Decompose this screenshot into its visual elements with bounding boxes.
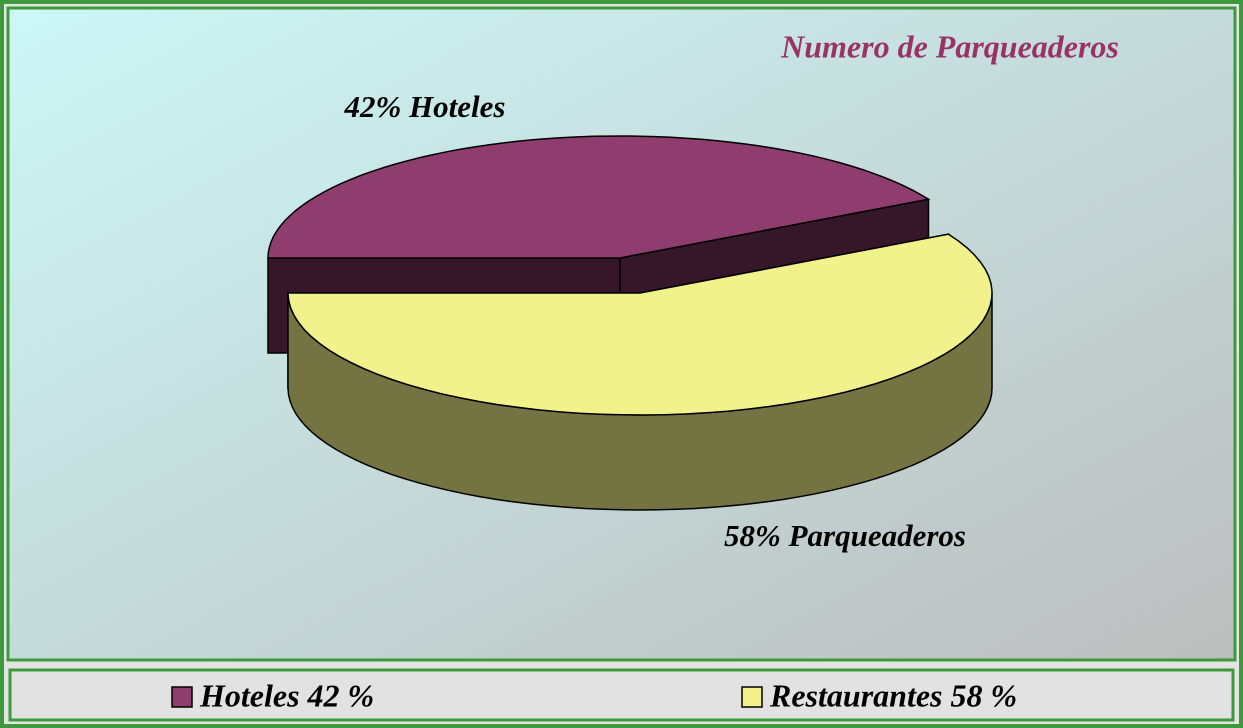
legend-swatch bbox=[741, 686, 763, 708]
pie bbox=[267, 135, 993, 511]
slice bbox=[287, 233, 993, 416]
data-label: 58% Parqueaderos bbox=[724, 518, 966, 553]
legend-box bbox=[8, 668, 1235, 722]
legend-label: Hoteles 42 % bbox=[199, 677, 374, 713]
legend-label: Restaurantes 58 % bbox=[769, 677, 1017, 713]
data-label: 42% Hoteles bbox=[344, 89, 506, 124]
legend-swatch bbox=[171, 686, 193, 708]
chart-title: Numero de Parqueaderos bbox=[780, 28, 1119, 64]
slice bbox=[267, 135, 931, 259]
